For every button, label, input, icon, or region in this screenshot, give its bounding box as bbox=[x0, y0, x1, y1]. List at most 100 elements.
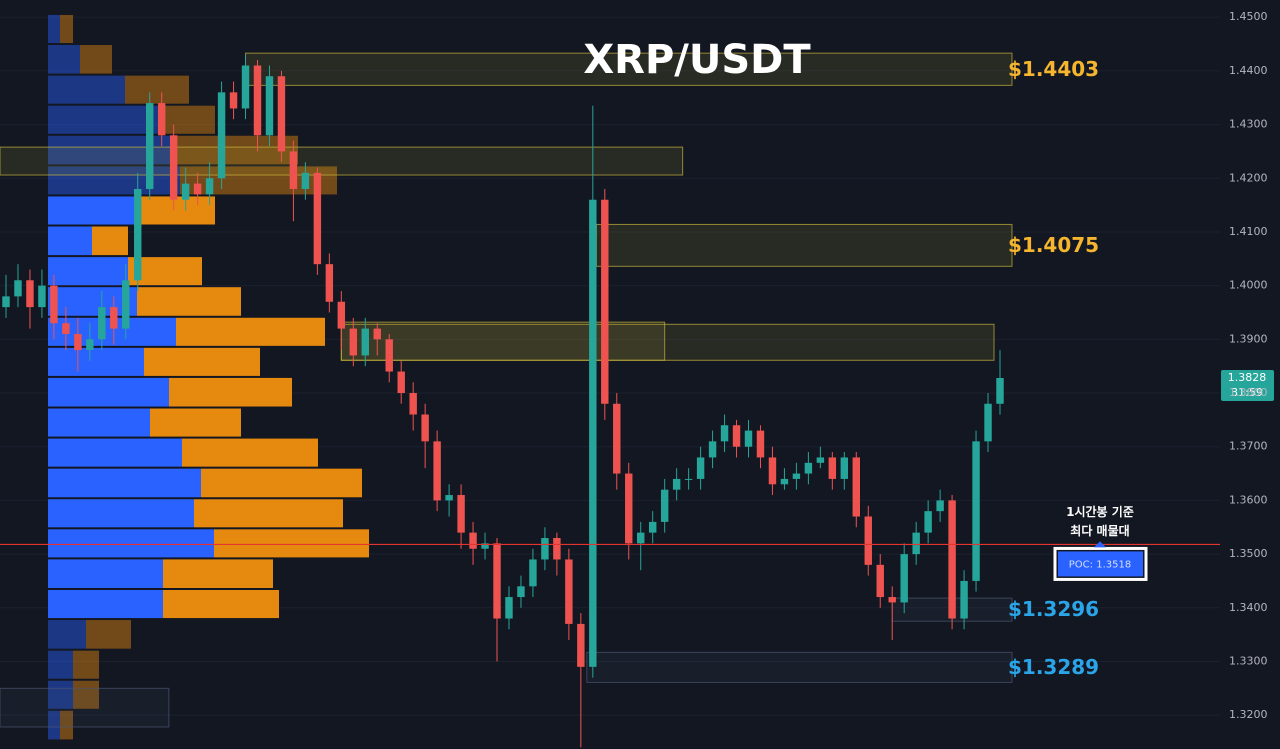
candle-body bbox=[301, 172, 310, 189]
candle-body bbox=[816, 457, 825, 463]
candle-body bbox=[768, 457, 777, 485]
candle-body bbox=[637, 532, 645, 544]
sell-volume-bar bbox=[201, 468, 362, 498]
candle-body bbox=[134, 188, 142, 281]
candle-body bbox=[828, 457, 837, 479]
candle-body bbox=[385, 339, 393, 372]
buy-volume-bar bbox=[48, 438, 182, 467]
candle-body bbox=[62, 323, 70, 334]
candle-body bbox=[960, 580, 968, 619]
candle-body bbox=[433, 441, 441, 501]
y-tick-label: 1.4400 bbox=[1229, 64, 1268, 77]
y-tick-label: 1.3900 bbox=[1229, 332, 1268, 345]
price-zone bbox=[0, 146, 684, 176]
buy-volume-bar bbox=[48, 559, 163, 588]
price-tag-value: 1.3828 bbox=[1228, 371, 1267, 384]
candle-body bbox=[122, 280, 130, 329]
candle-body bbox=[14, 280, 22, 297]
candle-body bbox=[756, 430, 765, 458]
buy-volume-bar bbox=[48, 135, 175, 165]
candle-body bbox=[672, 478, 681, 490]
price-zone bbox=[340, 323, 995, 361]
price-zone bbox=[245, 52, 1013, 86]
candle-body bbox=[397, 371, 405, 394]
chart-title: XRP/USDT bbox=[583, 37, 811, 83]
candle-body bbox=[253, 65, 262, 136]
zone-label: $1.3289 bbox=[1008, 655, 1099, 679]
candle-body bbox=[217, 92, 226, 179]
candle-body bbox=[577, 623, 585, 667]
y-tick-label: 1.3300 bbox=[1229, 654, 1268, 667]
poc-box bbox=[1058, 551, 1143, 577]
candle-body bbox=[696, 457, 705, 479]
candle-body bbox=[325, 264, 334, 302]
candle-body bbox=[948, 500, 956, 619]
candle-body bbox=[289, 151, 298, 189]
candle-body bbox=[804, 462, 813, 474]
candle-body bbox=[2, 296, 10, 308]
candle-body bbox=[505, 597, 513, 619]
candle-body bbox=[924, 511, 932, 533]
buy-volume-bar bbox=[48, 166, 180, 195]
candle-body bbox=[229, 92, 238, 109]
buy-volume-bar bbox=[48, 589, 163, 619]
y-tick-label: 1.4500 bbox=[1229, 10, 1268, 23]
candle-body bbox=[720, 425, 729, 442]
sell-volume-bar bbox=[86, 620, 131, 649]
candle-body bbox=[98, 307, 106, 340]
sell-volume-bar bbox=[80, 45, 112, 74]
zone-label: $1.4403 bbox=[1008, 57, 1099, 81]
candle-body bbox=[361, 328, 369, 356]
buy-volume-bar bbox=[48, 45, 80, 74]
candle-body bbox=[852, 457, 861, 517]
sell-volume-bar bbox=[60, 710, 73, 740]
candle-body bbox=[888, 597, 896, 603]
sell-volume-bar bbox=[194, 499, 343, 528]
sell-volume-bar bbox=[175, 135, 298, 165]
candle-body bbox=[517, 586, 525, 598]
sell-volume-bar bbox=[169, 377, 292, 407]
volume-profile bbox=[48, 14, 369, 740]
candle-body bbox=[780, 478, 789, 485]
candle-body bbox=[565, 559, 573, 624]
poc-pointer bbox=[1094, 541, 1106, 548]
candle-body bbox=[349, 328, 358, 356]
candle-body bbox=[26, 280, 34, 308]
candle-body bbox=[74, 333, 82, 351]
y-tick-label: 1.3400 bbox=[1229, 601, 1268, 614]
candle-body bbox=[50, 285, 58, 324]
candle-body bbox=[912, 532, 920, 555]
price-zone bbox=[586, 651, 1013, 683]
candle-body bbox=[660, 489, 669, 522]
candle-body bbox=[445, 495, 453, 501]
candle-body bbox=[38, 285, 46, 308]
zone-label: $1.4075 bbox=[1008, 233, 1099, 257]
candle-body bbox=[481, 543, 489, 549]
candles bbox=[2, 54, 1004, 748]
y-tick-label: 1.4300 bbox=[1229, 118, 1268, 131]
candle-body bbox=[493, 543, 501, 619]
candle-body bbox=[625, 473, 633, 544]
buy-volume-bar bbox=[48, 650, 73, 679]
candle-body bbox=[744, 430, 753, 447]
candle-body bbox=[277, 76, 286, 152]
candle-body bbox=[181, 183, 190, 200]
candle-body bbox=[648, 521, 657, 533]
candle-body bbox=[421, 414, 429, 442]
candle-body bbox=[409, 393, 417, 415]
sell-volume-bar bbox=[73, 680, 99, 709]
buy-volume-bar bbox=[48, 620, 86, 649]
candle-body bbox=[972, 441, 980, 581]
y-tick-label: 1.3200 bbox=[1229, 708, 1268, 721]
buy-volume-bar bbox=[48, 377, 169, 407]
candle-body bbox=[876, 564, 884, 598]
buy-volume-bar bbox=[48, 499, 194, 528]
sell-volume-bar bbox=[150, 408, 241, 437]
sell-volume-bar bbox=[125, 75, 189, 104]
buy-volume-bar bbox=[48, 347, 144, 376]
candle-body bbox=[145, 103, 154, 189]
y-tick-label: 1.3500 bbox=[1229, 547, 1268, 560]
y-tick-label: 1.4200 bbox=[1229, 171, 1268, 184]
buy-volume-bar bbox=[48, 680, 73, 709]
